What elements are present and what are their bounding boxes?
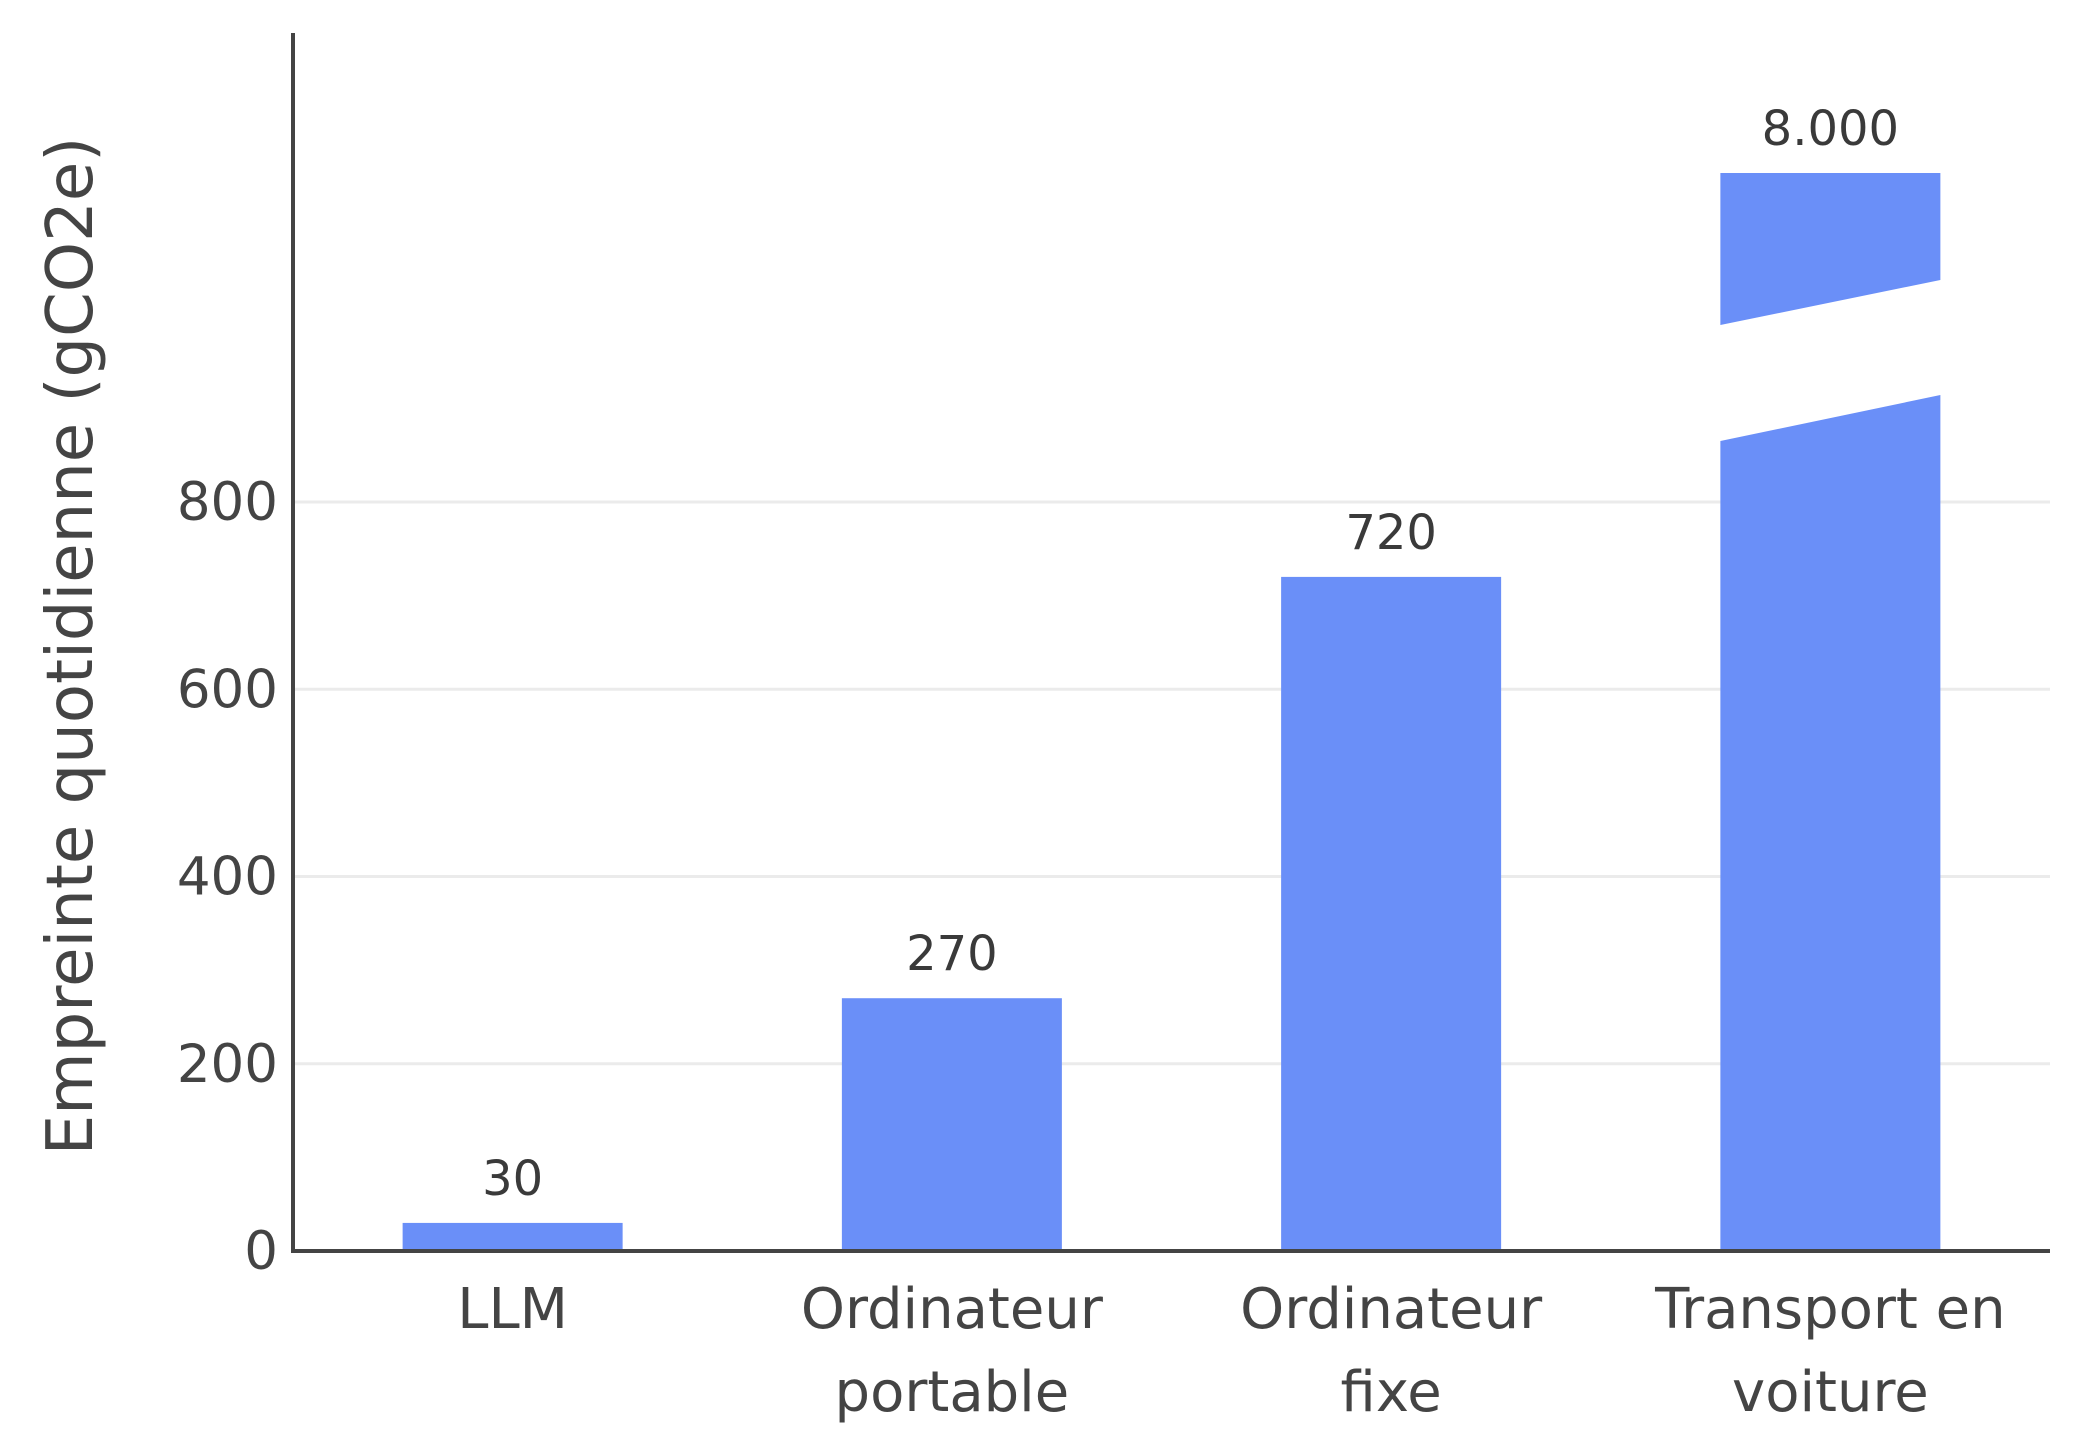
x-category-label: LLM: [457, 1277, 568, 1342]
y-tick-label: 400: [177, 847, 278, 908]
bar-upper-segment: [1720, 173, 1941, 325]
x-category-label: Ordinateur: [801, 1277, 1104, 1342]
x-category-label: portable: [835, 1360, 1070, 1425]
bar: [841, 998, 1062, 1251]
x-category-label: Ordinateur: [1240, 1277, 1543, 1342]
bar-value-label: 720: [1345, 505, 1437, 561]
y-tick-label: 0: [244, 1221, 278, 1282]
y-tick-label: 800: [177, 472, 278, 533]
x-category-label: Transport en: [1654, 1277, 2006, 1342]
y-tick-labels: 0 200 400 600 800: [177, 472, 278, 1282]
axes: [291, 33, 2050, 1253]
x-category-label: fixe: [1341, 1360, 1442, 1425]
x-category-label: voiture: [1732, 1360, 1929, 1425]
x-category-labels: LLM Ordinateur portable Ordinateur fixe Trans…: [457, 1277, 2005, 1425]
bar-lower-segment: [1720, 395, 1941, 1251]
bar: [402, 1222, 623, 1251]
y-tick-label: 600: [177, 659, 278, 720]
y-tick-label: 200: [177, 1034, 278, 1095]
bar-value-label: 270: [906, 926, 998, 982]
bar-value-label: 30: [482, 1151, 543, 1207]
bar: [1281, 576, 1502, 1251]
y-axis-title: Empreinte quotidienne (gCO2e): [34, 137, 108, 1155]
data-labels: 30 270 720 8.000: [482, 101, 1899, 1207]
bars: [402, 173, 1941, 1251]
bar-value-label: 8.000: [1762, 101, 1899, 157]
